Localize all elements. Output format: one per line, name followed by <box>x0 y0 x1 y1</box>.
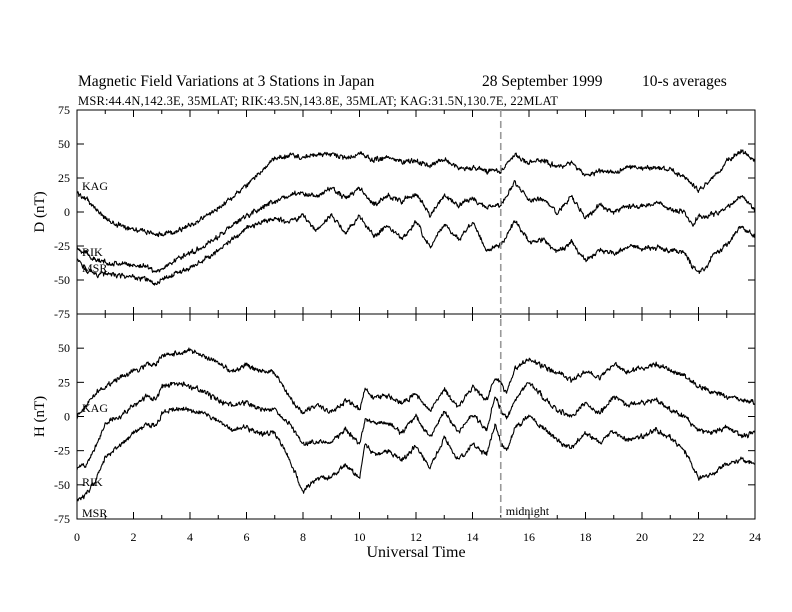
series-rik-trace <box>76 381 756 471</box>
chart-averaging: 10-s averages <box>642 73 727 90</box>
y-tick-label: -25 <box>54 239 70 253</box>
series-rik-trace <box>76 180 756 273</box>
y-tick-label: 25 <box>58 375 70 389</box>
series-kag-trace <box>76 347 756 420</box>
chart-title: Magnetic Field Variations at 3 Stations … <box>78 73 375 90</box>
x-tick-label: 14 <box>467 530 479 544</box>
x-tick-label: 24 <box>749 530 761 544</box>
series-msr-trace <box>76 406 756 502</box>
y-tick-label: 50 <box>58 137 70 151</box>
y-tick-label: 50 <box>58 341 70 355</box>
station-label-msr: MSR <box>82 261 107 275</box>
station-label-msr: MSR <box>82 506 107 520</box>
y-tick-label: -25 <box>54 444 70 458</box>
x-tick-label: 16 <box>523 530 535 544</box>
y-tick-label: -50 <box>54 478 70 492</box>
x-tick-label: 4 <box>187 530 193 544</box>
y-tick-label: -50 <box>54 273 70 287</box>
x-tick-label: 0 <box>74 530 80 544</box>
y-tick-label: 75 <box>58 103 70 117</box>
panel-frame-1 <box>76 109 756 315</box>
series-msr-trace <box>76 213 756 286</box>
midnight-label: midnight <box>506 504 550 518</box>
station-label-kag: KAG <box>82 179 108 193</box>
y-tick-label: -75 <box>54 307 70 321</box>
x-axis-label: Universal Time <box>366 544 465 561</box>
x-tick-label: 6 <box>244 530 250 544</box>
x-tick-label: 10 <box>354 530 366 544</box>
station-label-rik: RIK <box>82 475 103 489</box>
x-tick-label: 2 <box>131 530 137 544</box>
y-axis-label-2: H (nT) <box>32 396 48 437</box>
y-tick-label: 25 <box>58 171 70 185</box>
y-tick-label: 0 <box>64 205 70 219</box>
x-tick-label: 8 <box>300 530 306 544</box>
series-kag-trace <box>76 149 756 238</box>
x-tick-label: 12 <box>410 530 422 544</box>
x-tick-label: 22 <box>693 530 705 544</box>
chart-date: 28 September 1999 <box>482 73 603 90</box>
y-axis-label-1: D (nT) <box>32 191 48 232</box>
y-tick-label: 0 <box>64 410 70 424</box>
y-tick-label: -75 <box>54 512 70 526</box>
x-tick-label: 20 <box>636 530 648 544</box>
x-tick-label: 18 <box>580 530 592 544</box>
station-label-rik: RIK <box>82 245 103 259</box>
station-label-kag: KAG <box>82 401 108 415</box>
station-coordinates: MSR:44.4N,142.3E, 35MLAT; RIK:43.5N,143.… <box>78 94 559 108</box>
